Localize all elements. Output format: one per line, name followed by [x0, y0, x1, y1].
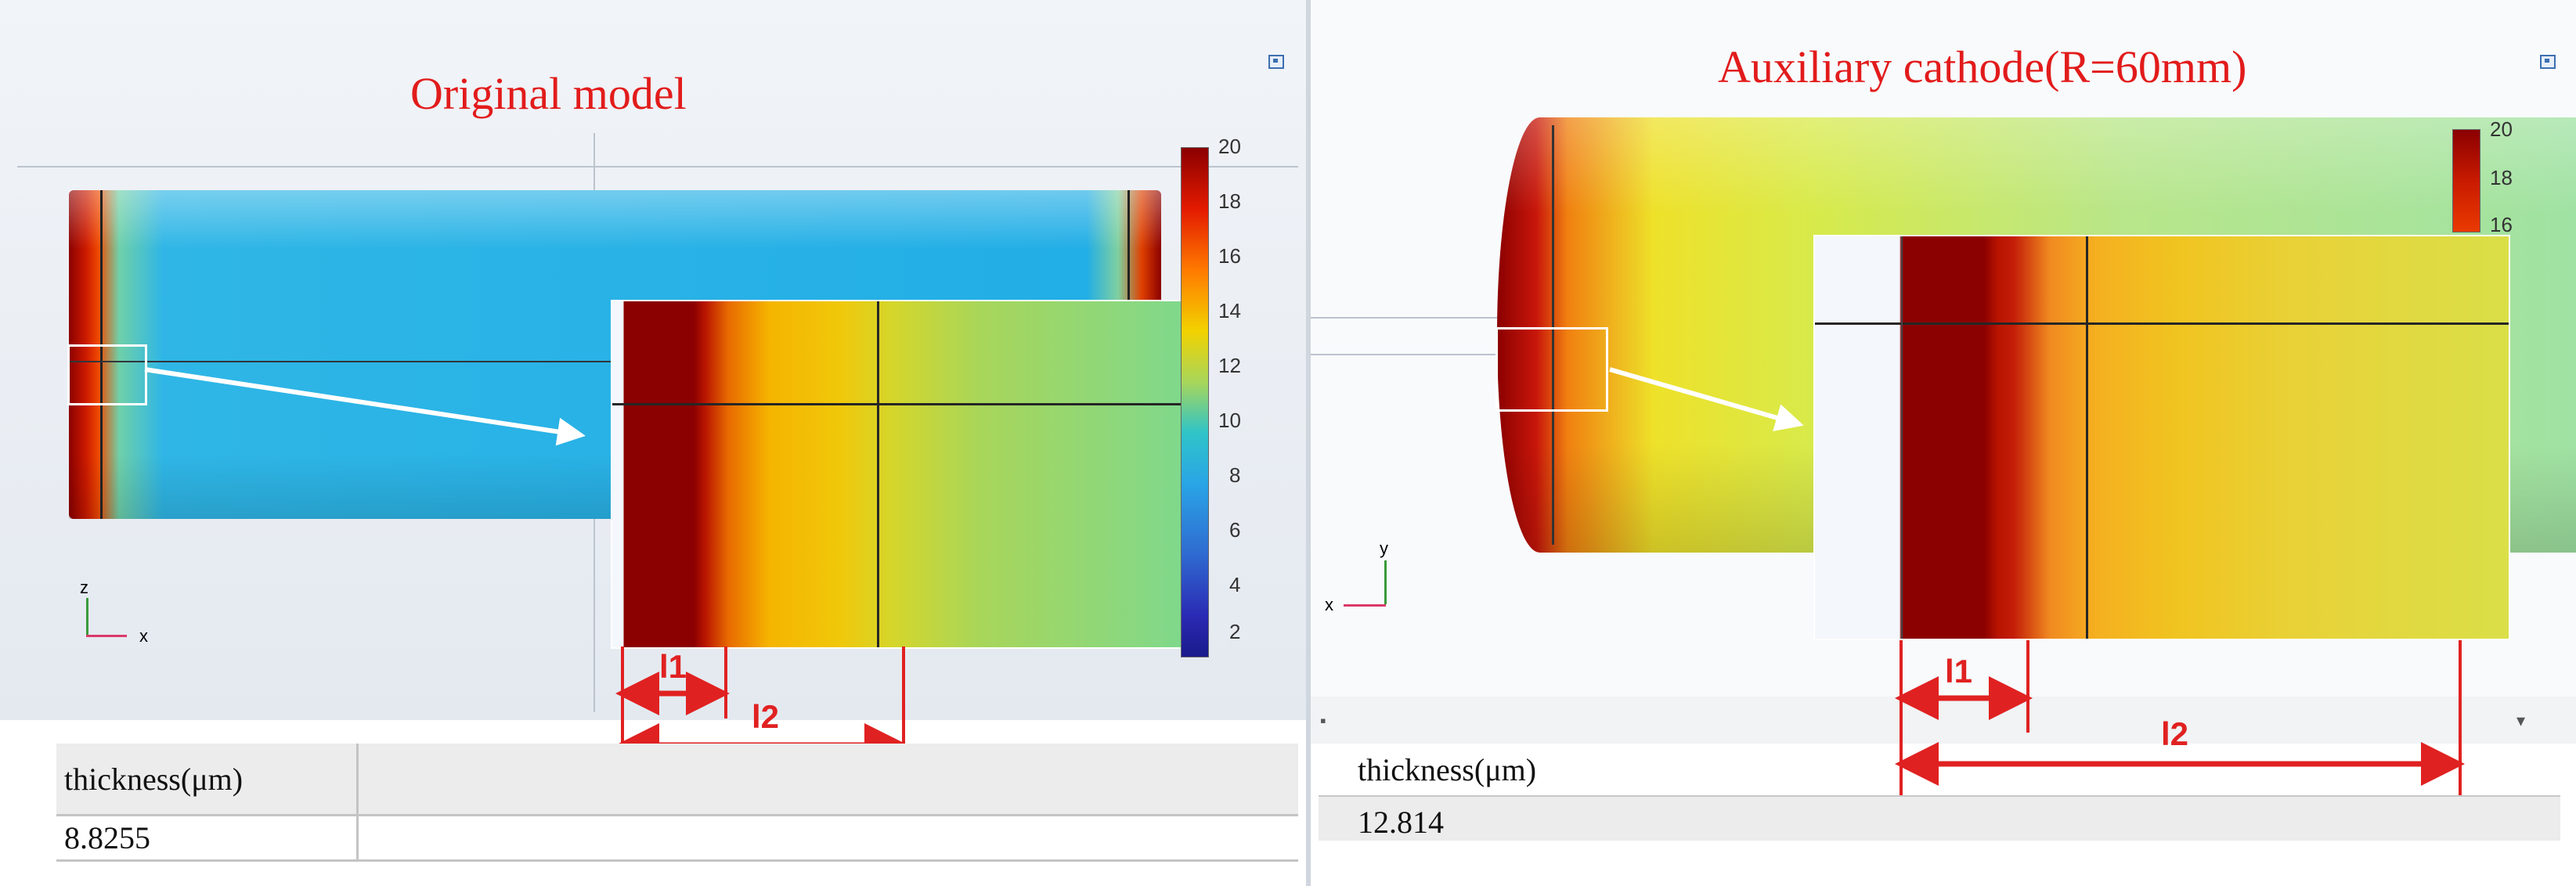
- colorbar-tick-label: 2: [1229, 620, 1241, 643]
- table-header-thickness[interactable]: thickness(μm): [1358, 751, 1537, 787]
- zoom-pointer-arrow: [144, 367, 586, 446]
- edge-line: [100, 190, 103, 519]
- dimension-arrows: [1895, 676, 2465, 786]
- thickness-colorbar: [2452, 129, 2480, 232]
- table-row-divider: [56, 859, 1298, 862]
- dimension-label-l2: l2: [2161, 715, 2189, 752]
- colorbar-tick-label: 10: [1218, 409, 1241, 432]
- triad-horizontal-axis: [86, 635, 127, 637]
- inset-line: [1815, 322, 2509, 325]
- zoom-region-box: [67, 344, 147, 405]
- zoom-region-box: [1495, 327, 1608, 412]
- table-cell-thickness[interactable]: 8.8255: [64, 819, 150, 855]
- triad-vertical-label: y: [1380, 538, 1388, 558]
- inset-line: [877, 301, 879, 647]
- colorbar-tick-label: 20: [2490, 117, 2513, 141]
- triad-horizontal-label: x: [1325, 595, 1333, 614]
- colorbar-tick-label: 6: [1229, 518, 1241, 542]
- colorbar-tick-label: 12: [1218, 354, 1241, 377]
- dropdown-arrow-icon[interactable]: ▾: [2516, 711, 2526, 730]
- colorbar-tick-label: 8: [1229, 463, 1241, 487]
- thickness-colorbar: [1181, 147, 1209, 657]
- triad-vertical-axis: [1384, 560, 1387, 604]
- table-column-divider: [356, 744, 359, 861]
- dimension-label-l2: l2: [752, 698, 780, 735]
- axis-triad: y x: [1319, 538, 1412, 625]
- table-row-divider: [56, 814, 1298, 816]
- restore-icon[interactable]: [1268, 55, 1284, 69]
- panel-title: Original model: [410, 68, 687, 119]
- left-graphics-viewport[interactable]: 20 18 16 14 12 10 8 6 4 2 z x Original m…: [0, 0, 1306, 720]
- dimension-label-l1: l1: [1945, 653, 1973, 690]
- dimension-marker-line: [2459, 640, 2462, 825]
- results-table: thickness(μm) 8.8255: [0, 744, 1306, 886]
- grid-line: [17, 166, 1298, 167]
- right-panel: 20 18 16 y x Auxiliary cathode(R=60mm) ▪…: [1311, 0, 2576, 886]
- triad-vertical-label: z: [80, 578, 88, 597]
- colorbar-tick-label: 18: [2490, 166, 2513, 189]
- colorbar-tick-label: 16: [2490, 213, 2513, 236]
- inset-line: [612, 403, 1190, 405]
- triad-vertical-axis: [86, 598, 88, 636]
- colorbar-tick-label: 20: [1218, 135, 1241, 158]
- dimension-marker-line: [902, 646, 905, 761]
- restore-icon[interactable]: [2540, 55, 2556, 69]
- table-header-thickness[interactable]: thickness(μm): [64, 761, 244, 797]
- inset-line: [1901, 236, 1903, 639]
- zoom-pointer-arrow: [1609, 367, 1804, 431]
- dimension-label-l1: l1: [659, 648, 687, 685]
- colorbar-tick-label: 14: [1218, 299, 1241, 322]
- colorbar-tick-label: 16: [1218, 244, 1241, 268]
- left-panel: 20 18 16 14 12 10 8 6 4 2 z x Original m…: [0, 0, 1306, 886]
- inset-line: [2086, 236, 2088, 639]
- triad-horizontal-label: x: [139, 626, 148, 646]
- right-graphics-viewport[interactable]: 20 18 16 y x Auxiliary cathode(R=60mm): [1311, 0, 2576, 697]
- table-row-background: [1319, 797, 2560, 841]
- table-row-divider: [1319, 795, 2560, 797]
- axis-triad: z x: [72, 578, 166, 656]
- colorbar-tick-label: 4: [1229, 573, 1241, 596]
- panel-divider: [1306, 0, 1311, 886]
- grid-toggle-icon[interactable]: ▪: [1320, 711, 1326, 730]
- results-table: thickness(μm) 12.814: [1311, 744, 2576, 886]
- zoomed-inset-view: [611, 300, 1192, 649]
- colorbar-tick-label: 18: [1218, 189, 1241, 213]
- table-row-background: [56, 744, 1298, 814]
- triad-horizontal-axis: [1344, 604, 1386, 607]
- zoomed-inset-view: [1813, 235, 2510, 640]
- table-cell-thickness[interactable]: 12.814: [1358, 804, 1444, 840]
- edge-line: [1552, 125, 1554, 545]
- panel-title: Auxiliary cathode(R=60mm): [1718, 41, 2247, 92]
